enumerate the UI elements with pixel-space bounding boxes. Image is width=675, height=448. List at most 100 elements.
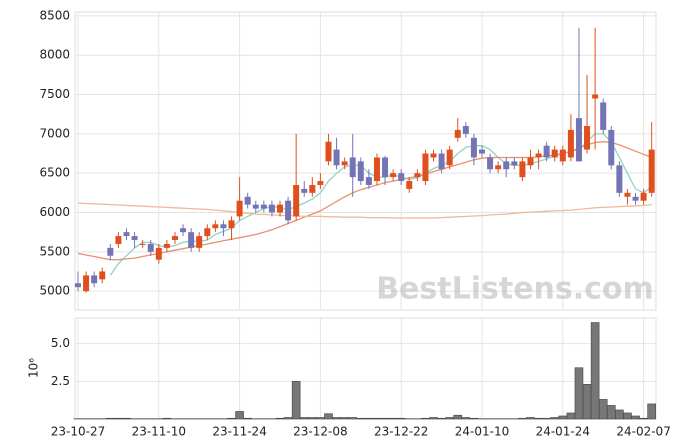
candle-body — [519, 161, 526, 178]
candle-body — [446, 149, 453, 166]
candle-body — [333, 149, 340, 166]
volume-bar — [243, 417, 252, 420]
candle-body — [180, 228, 187, 233]
candle-body — [584, 126, 591, 150]
volume-bar — [162, 417, 172, 420]
candle-body — [462, 126, 469, 134]
candle-body — [575, 118, 582, 162]
volume-bar — [372, 417, 382, 420]
volume-bar — [316, 417, 325, 420]
candle-body — [592, 94, 599, 99]
candle-body — [123, 232, 130, 237]
x-tick-label: 23-12-08 — [293, 425, 347, 439]
candle-body — [107, 247, 114, 256]
volume-bar — [550, 417, 560, 420]
volume-bar — [332, 417, 341, 420]
candle-body — [470, 137, 477, 158]
x-tick-label: 23-12-22 — [374, 425, 428, 439]
candle-body — [632, 196, 639, 201]
volume-bar — [526, 417, 535, 420]
volume-bar — [534, 417, 543, 420]
y-tick-label: 5500 — [39, 244, 70, 258]
candle-body — [365, 177, 372, 185]
candle-body — [511, 161, 518, 166]
volume-bar — [227, 417, 236, 420]
candle-body — [422, 153, 429, 182]
candle-body — [293, 184, 300, 217]
candle-body — [131, 236, 138, 241]
candle-body — [236, 200, 243, 217]
candle-body — [616, 165, 623, 193]
candle-body — [430, 153, 437, 158]
candle-body — [196, 236, 203, 248]
volume-bar — [518, 417, 527, 420]
candle-body — [624, 192, 631, 197]
candle-body — [567, 129, 574, 158]
x-tick-label: 23-11-24 — [212, 425, 266, 439]
volume-bar — [421, 417, 430, 420]
watermark: BestListens.com — [376, 272, 654, 307]
volume-bar — [598, 399, 608, 420]
candle-body — [406, 181, 413, 189]
candle-body — [454, 129, 461, 138]
x-tick-label: 24-02-07 — [616, 425, 670, 439]
candle-body — [382, 157, 389, 178]
candle-body — [75, 283, 81, 288]
candle-body — [398, 173, 405, 182]
volume-bar — [324, 413, 333, 420]
candle-body — [301, 188, 308, 193]
candle-body — [260, 204, 267, 209]
volume-bar — [623, 412, 632, 420]
x-tick-label: 23-10-27 — [51, 425, 105, 439]
volume-bar — [364, 417, 374, 420]
candle-body — [535, 153, 542, 158]
candle-body — [559, 149, 566, 162]
volume-bar — [122, 417, 131, 420]
x-tick-label: 24-01-24 — [536, 425, 590, 439]
candle-body — [503, 161, 510, 170]
candle-body — [600, 102, 607, 130]
candle-body — [252, 204, 259, 209]
volume-bar — [106, 417, 115, 420]
candle-body — [487, 157, 494, 170]
candle-body — [341, 161, 348, 166]
candle-body — [91, 275, 98, 284]
candle-body — [99, 271, 106, 280]
candle-body — [171, 236, 178, 241]
candle-body — [479, 149, 485, 154]
candle-body — [268, 204, 275, 213]
candle-body — [357, 161, 364, 182]
volume-bar — [437, 417, 446, 420]
y-tick-label: 7500 — [39, 87, 70, 101]
volume-bar — [396, 417, 406, 420]
moving-average-line — [77, 202, 652, 219]
volume-bar — [299, 417, 309, 420]
volume-bar — [461, 417, 471, 420]
candle-body — [115, 236, 122, 244]
candle-body — [414, 173, 421, 178]
volume-bar — [388, 417, 398, 420]
volume-axis-label: 10⁶ — [27, 358, 41, 378]
y-tick-label: 7000 — [39, 126, 70, 140]
candle-body — [438, 153, 445, 170]
candle-body — [309, 184, 316, 193]
volume-bar — [606, 405, 616, 420]
candle-body — [317, 181, 324, 185]
volume-bar — [235, 411, 244, 420]
volume-bar — [615, 409, 624, 420]
candle-body — [147, 243, 154, 252]
y-tick-label: 8500 — [39, 8, 70, 22]
volume-bar — [356, 417, 366, 420]
volume-bar — [590, 322, 600, 420]
candle-body — [163, 243, 170, 248]
candle-body — [277, 204, 283, 213]
candle-body — [543, 145, 550, 158]
candle-body — [551, 149, 558, 158]
y-tick-label: 2.5 — [51, 374, 70, 388]
volume-bar — [283, 417, 293, 420]
candle-body — [285, 200, 292, 221]
volume-bar — [291, 381, 301, 420]
candle-body — [495, 165, 502, 170]
